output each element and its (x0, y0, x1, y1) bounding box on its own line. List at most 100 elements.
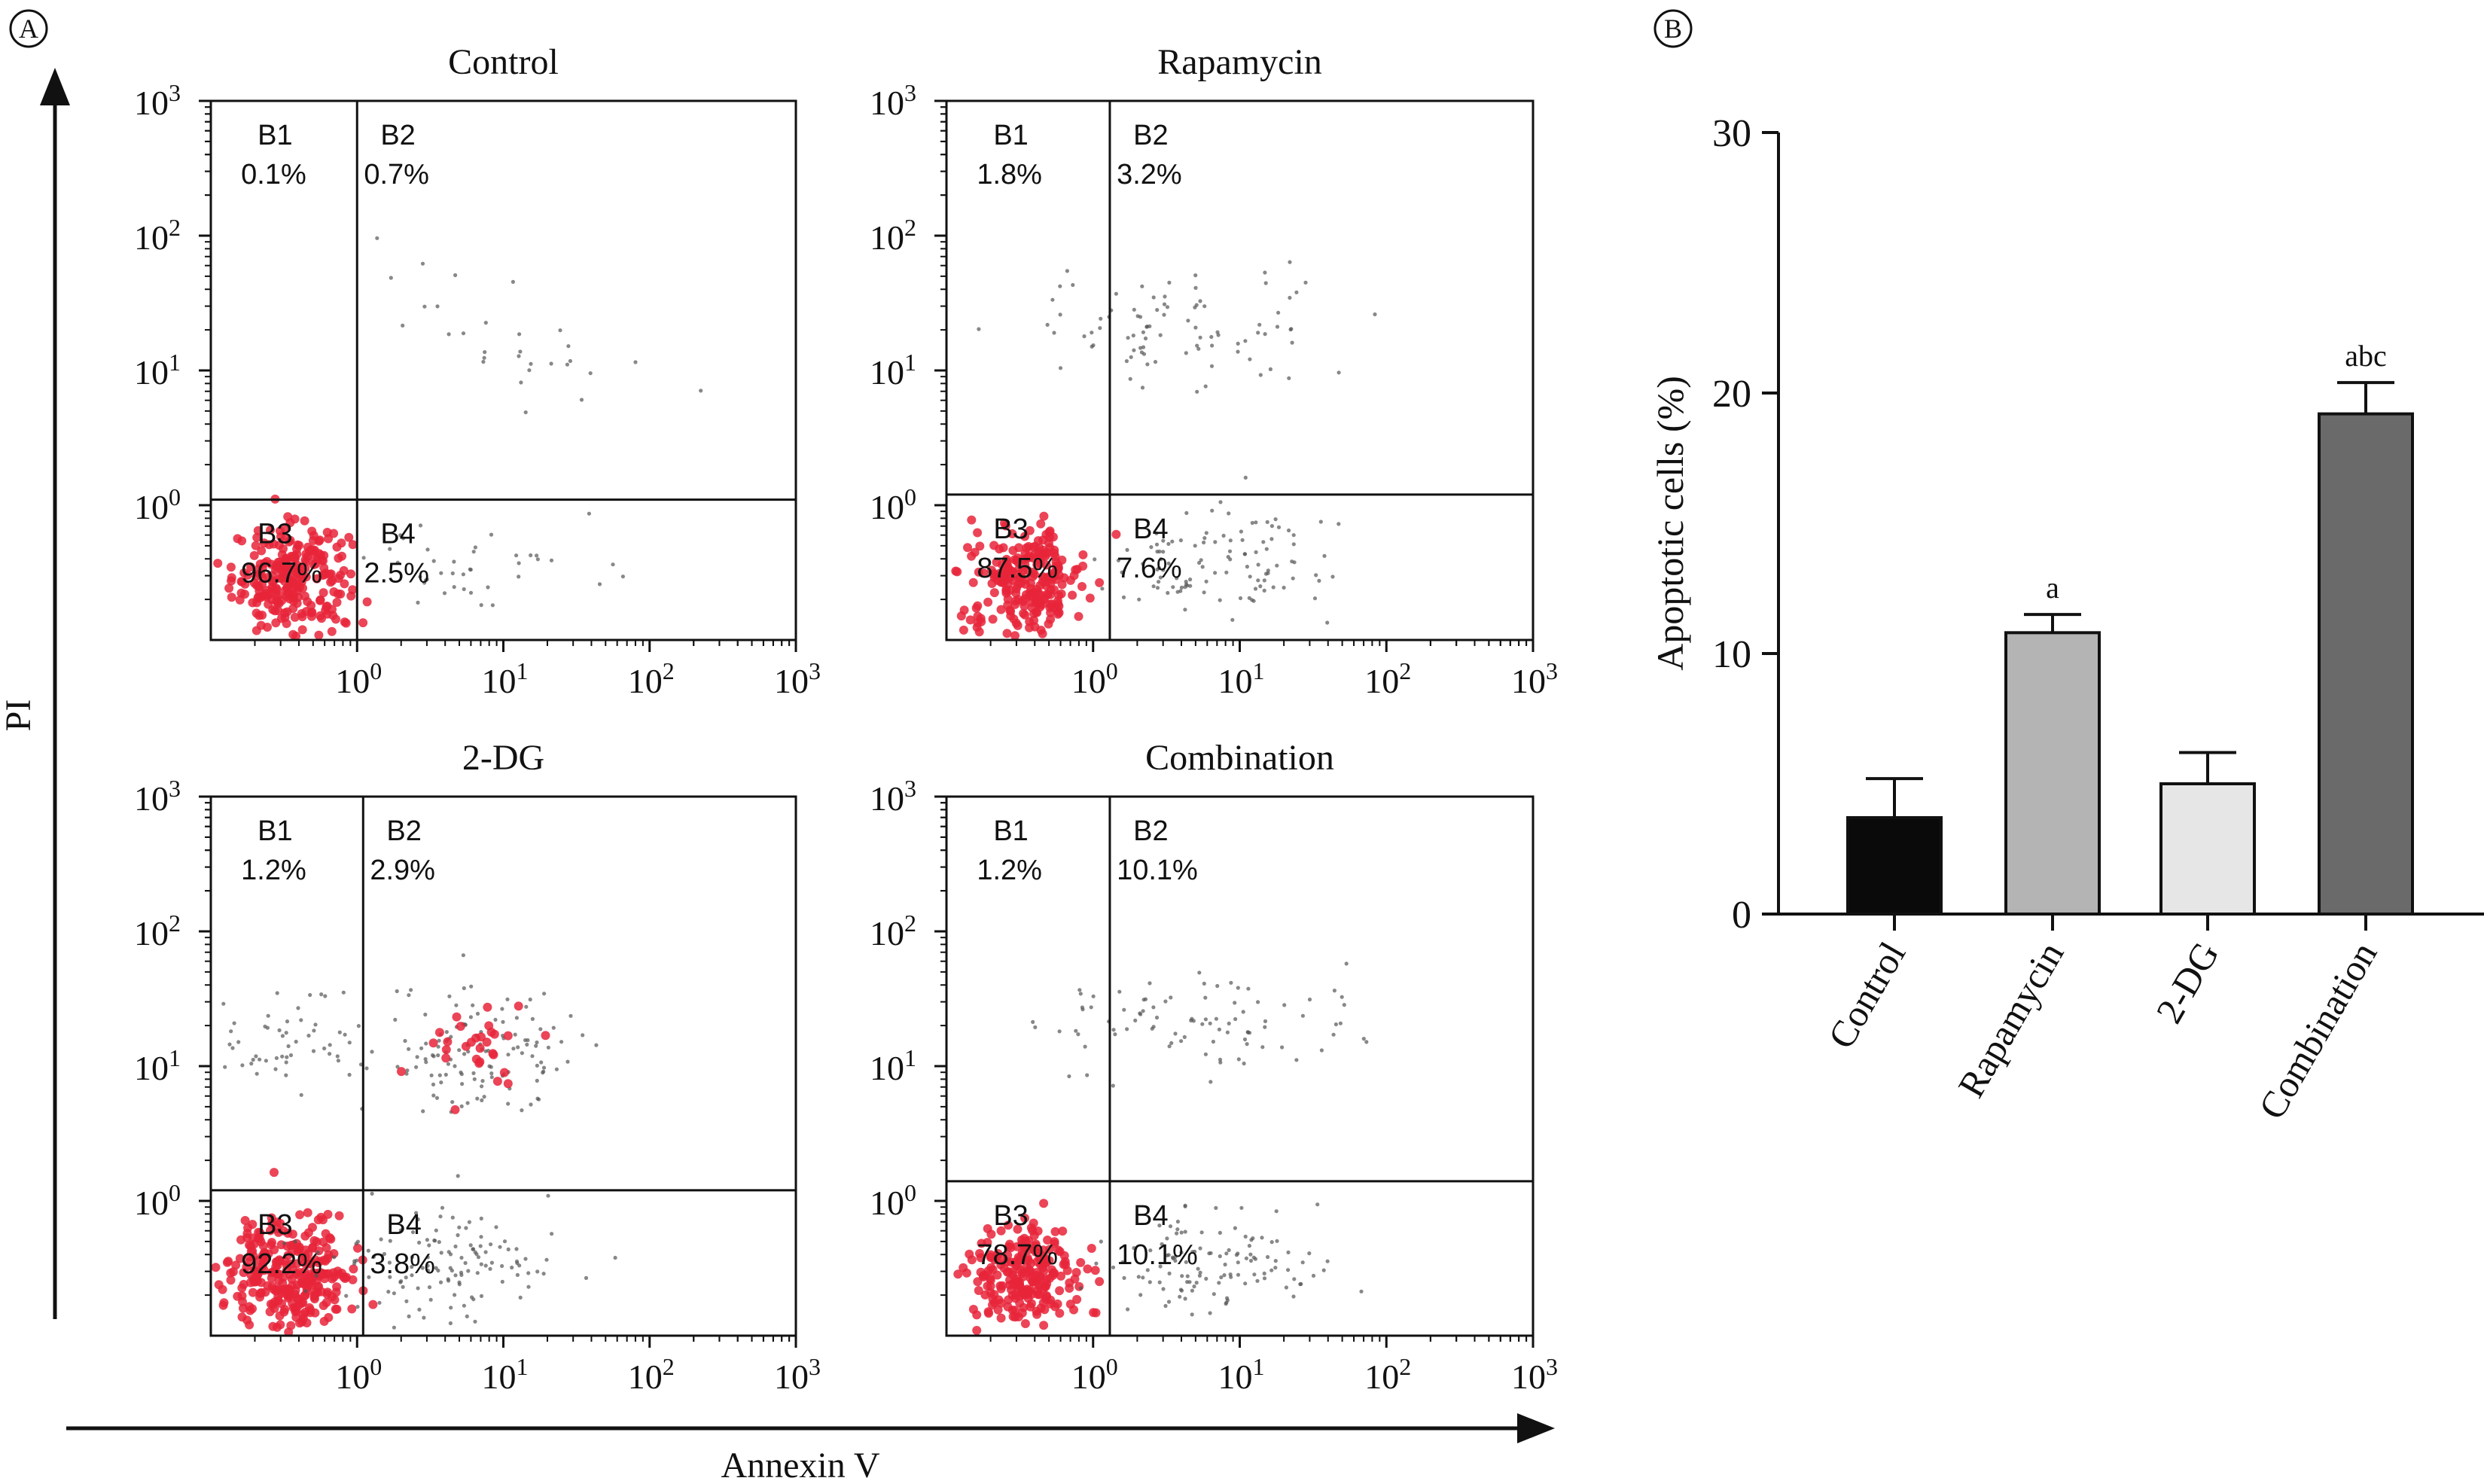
event-dot (1214, 1016, 1218, 1021)
event-dot-dense (297, 1317, 306, 1327)
event-dot (466, 1269, 471, 1273)
event-dot-dense (1031, 1247, 1041, 1257)
event-dot-dense (300, 564, 310, 573)
event-dot (361, 556, 366, 560)
event-dot (1288, 295, 1292, 300)
event-dot (479, 1262, 483, 1266)
event-dot (392, 1291, 397, 1296)
event-dot (1210, 508, 1215, 513)
event-dot (1155, 308, 1160, 312)
event-dot (1227, 549, 1233, 553)
event-dot (613, 1255, 617, 1260)
event-dot (434, 1228, 438, 1233)
event-dot-dense (1030, 541, 1040, 551)
event-dot (424, 1041, 428, 1046)
event-dot (1120, 1260, 1125, 1265)
event-dot (1239, 1205, 1244, 1210)
event-dot (523, 1257, 528, 1261)
event-dot (1273, 517, 1278, 522)
event-dot-dense (979, 1271, 989, 1281)
event-dot-dense (983, 1238, 992, 1248)
event-dot (1116, 558, 1120, 562)
event-dot (1251, 1236, 1255, 1241)
event-dot (977, 327, 981, 331)
event-dot (1287, 528, 1291, 533)
event-dot (481, 359, 486, 364)
event-dot (1218, 598, 1222, 602)
event-dot (1058, 366, 1063, 370)
event-dot (1263, 1025, 1267, 1029)
event-dot-dense (224, 584, 234, 593)
event-dot-dense (996, 1284, 1006, 1294)
event-dot (1292, 1277, 1297, 1281)
x-tick-label: 101 (1218, 657, 1265, 700)
event-dot (462, 587, 466, 592)
event-dot (515, 1272, 520, 1277)
event-dot (436, 1053, 440, 1058)
pi-axis-label: PI (0, 699, 38, 732)
event-dot (1247, 596, 1251, 600)
event-dot (1282, 585, 1286, 590)
quadrant-name-b2: B2 (1133, 120, 1168, 151)
event-dot (1089, 1005, 1093, 1010)
event-dot (399, 1279, 404, 1284)
flow-dots (953, 961, 1369, 1335)
event-dot (1280, 1045, 1285, 1050)
event-dot-dense (983, 1307, 993, 1317)
event-dot (514, 1247, 519, 1251)
event-dot (1317, 578, 1321, 584)
event-dot-dense (348, 1275, 358, 1284)
event-dot (1257, 322, 1262, 327)
quadrant-name-b3: B3 (258, 519, 292, 550)
event-dot-dense (450, 1105, 460, 1114)
event-dot (1166, 1253, 1171, 1257)
event-dot-dense (263, 623, 272, 632)
event-dot (1058, 312, 1062, 317)
event-dot (1093, 557, 1097, 562)
event-dot (1187, 1280, 1192, 1284)
event-dot-dense (294, 1271, 304, 1281)
event-dot (535, 1040, 539, 1045)
event-dot (475, 1011, 480, 1016)
event-dot (418, 574, 422, 579)
event-dot-dense (1028, 1226, 1038, 1236)
event-dot-dense (312, 574, 322, 584)
event-dot-dense (235, 1254, 245, 1263)
event-dot-dense (276, 1320, 285, 1330)
event-dot-dense (267, 559, 276, 569)
event-dot (1031, 1019, 1035, 1024)
panel-b-label-circle (1653, 9, 1693, 48)
event-dot (479, 1235, 483, 1239)
x-tick-label: 103 (774, 1353, 821, 1396)
event-dot (1243, 339, 1248, 343)
event-dot (1160, 1242, 1164, 1247)
event-dot (1286, 1250, 1291, 1254)
event-dot-dense (257, 546, 267, 556)
event-dot (425, 1255, 430, 1260)
event-dot (541, 1065, 547, 1070)
event-dot (516, 1045, 520, 1050)
event-dot-dense (249, 550, 259, 560)
event-dot (449, 1035, 453, 1039)
event-dot-dense (997, 1254, 1007, 1263)
event-dot (1180, 1274, 1184, 1278)
y-tick-label: 100 (870, 483, 916, 526)
event-dot (1165, 1236, 1169, 1241)
event-dot (1254, 550, 1258, 555)
event-dot (517, 561, 521, 565)
event-dot (1199, 1230, 1204, 1235)
event-dot-dense (271, 618, 281, 628)
y-tick-label: 102 (134, 214, 181, 257)
y-tick-label: 103 (134, 775, 181, 818)
event-dot (1126, 336, 1130, 340)
event-dot-dense (989, 541, 999, 550)
event-dot (1225, 1298, 1230, 1303)
event-dot (1263, 332, 1267, 337)
y-tick-label: 103 (870, 775, 916, 818)
event-dot (1227, 511, 1231, 516)
event-dot (403, 1038, 407, 1044)
event-dot-dense (334, 574, 343, 584)
event-dot-dense (952, 567, 962, 577)
event-dot (1246, 986, 1251, 991)
event-dot (1125, 1027, 1129, 1031)
